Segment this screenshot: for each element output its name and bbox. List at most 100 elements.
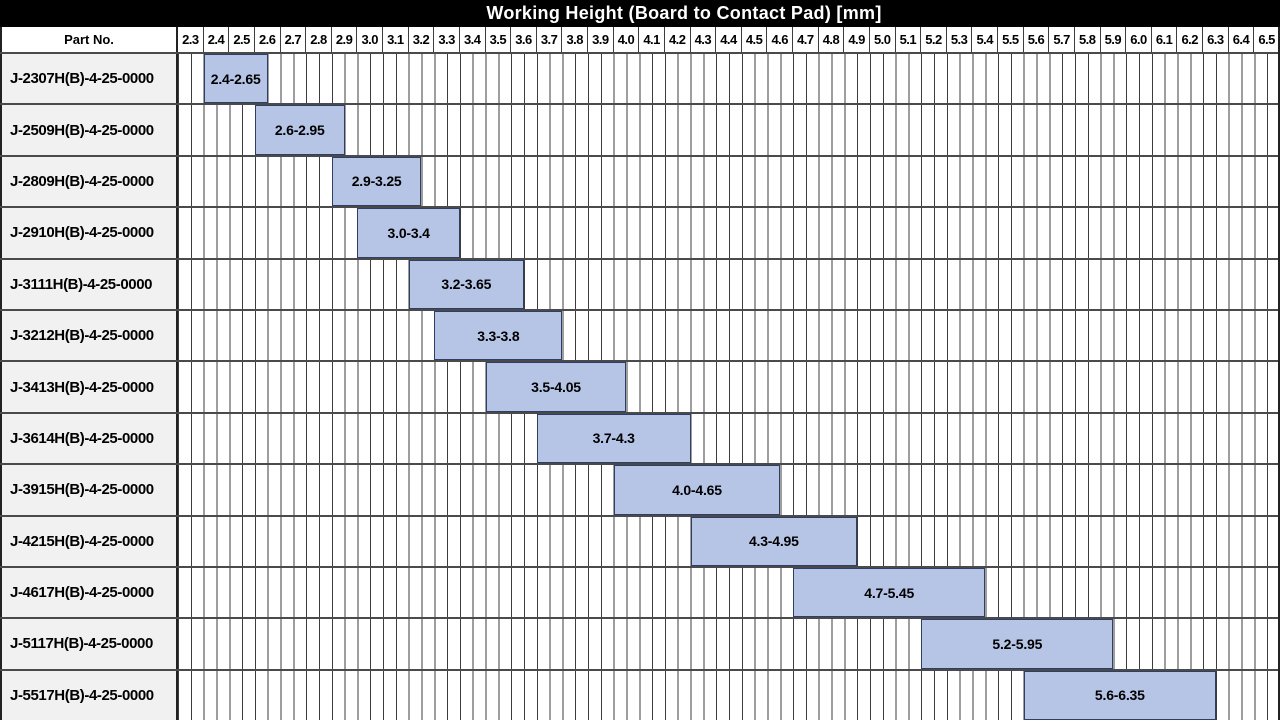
- table-row: J-3915H(B)-4-25-0000 4.0-4.65: [0, 463, 1280, 515]
- range-label: 4.7-5.45: [864, 584, 915, 601]
- row-track: 4.3-4.95: [178, 516, 1280, 566]
- table-row: J-3111H(B)-4-25-0000 3.2-3.65: [0, 257, 1280, 309]
- axis-tick: 4.8: [819, 27, 845, 52]
- table-row: J-4617H(B)-4-25-0000 4.7-5.45: [0, 565, 1280, 618]
- range-bar: 4.7-5.45: [793, 567, 986, 618]
- axis-tick: 2.5: [229, 27, 255, 52]
- table-row: J-3614H(B)-4-25-0000 3.7-4.3: [0, 411, 1280, 464]
- part-number: J-4215H(B)-4-25-0000: [0, 516, 178, 566]
- part-number: J-3413H(B)-4-25-0000: [0, 362, 178, 412]
- axis-tick: 4.1: [639, 27, 665, 52]
- range-bar: 4.0-4.65: [613, 465, 781, 515]
- row-track: 2.6-2.95: [178, 105, 1280, 155]
- axis-ticks: 2.3 2.4 2.5 2.6 2.7 2.8 2.9 3.0 3.1 3.2 3.3 3.4 3.5 3…: [178, 27, 1280, 52]
- axis-tick: 5.2: [921, 27, 947, 52]
- part-number: J-2809H(B)-4-25-0000: [0, 156, 178, 207]
- part-number: J-2910H(B)-4-25-0000: [0, 208, 178, 258]
- range-bar: 2.9-3.25: [331, 156, 422, 207]
- axis-tick: 5.8: [1075, 27, 1101, 52]
- axis-tick: 4.3: [691, 27, 717, 52]
- axis-tick: 5.9: [1101, 27, 1127, 52]
- axis-tick: 6.5: [1254, 27, 1280, 52]
- range-bar: 3.7-4.3: [536, 413, 691, 464]
- chart-title-bar: Working Height (Board to Contact Pad) [m…: [0, 0, 1280, 27]
- part-number: J-4617H(B)-4-25-0000: [0, 567, 178, 618]
- part-number: J-3614H(B)-4-25-0000: [0, 413, 178, 464]
- part-number: J-2307H(B)-4-25-0000: [0, 54, 178, 104]
- axis-tick: 3.7: [537, 27, 563, 52]
- axis-tick: 2.7: [281, 27, 307, 52]
- axis-tick: 5.0: [870, 27, 896, 52]
- range-label: 2.6-2.95: [274, 122, 325, 139]
- range-label: 3.5-4.05: [531, 379, 581, 396]
- range-label: 4.0-4.65: [672, 481, 722, 498]
- range-bar: 2.6-2.95: [254, 105, 345, 155]
- part-number: J-3212H(B)-4-25-0000: [0, 310, 178, 361]
- axis-tick: 3.4: [460, 27, 486, 52]
- range-label: 3.7-4.3: [592, 430, 635, 447]
- row-track: 2.9-3.25: [178, 156, 1280, 207]
- axis-tick: 3.1: [383, 27, 409, 52]
- range-label: 4.3-4.95: [748, 533, 799, 550]
- table-row: J-2307H(B)-4-25-0000 2.4-2.65: [0, 52, 1280, 104]
- axis-tick: 4.4: [716, 27, 742, 52]
- axis-tick: 3.6: [511, 27, 537, 52]
- axis-tick: 6.4: [1229, 27, 1255, 52]
- axis-tick: 2.3: [178, 27, 204, 52]
- axis-tick: 4.2: [665, 27, 691, 52]
- row-track: 5.6-6.35: [178, 670, 1280, 720]
- table-row: J-2910H(B)-4-25-0000 3.0-3.4: [0, 206, 1280, 258]
- row-track: 2.4-2.65: [178, 54, 1280, 104]
- row-track: 4.0-4.65: [178, 465, 1280, 515]
- axis-tick: 3.8: [562, 27, 588, 52]
- table-row: J-3212H(B)-4-25-0000 3.3-3.8: [0, 308, 1280, 361]
- range-bar: 3.5-4.05: [485, 362, 627, 412]
- rows: J-2307H(B)-4-25-0000 2.4-2.65 J-2509H(B)…: [0, 52, 1280, 720]
- table-row: J-5517H(B)-4-25-0000 5.6-6.35: [0, 668, 1280, 720]
- axis-tick: 5.4: [972, 27, 998, 52]
- axis-tick: 4.0: [614, 27, 640, 52]
- table-row: J-2509H(B)-4-25-0000 2.6-2.95: [0, 103, 1280, 155]
- axis-tick: 5.6: [1024, 27, 1050, 52]
- axis-tick: 5.1: [896, 27, 922, 52]
- axis-tick: 3.5: [486, 27, 512, 52]
- axis-tick: 2.6: [255, 27, 281, 52]
- part-number: J-5517H(B)-4-25-0000: [0, 670, 178, 720]
- axis-tick: 5.5: [998, 27, 1024, 52]
- part-number: J-3915H(B)-4-25-0000: [0, 465, 178, 515]
- range-label: 2.4-2.65: [210, 70, 261, 87]
- axis-tick: 4.6: [767, 27, 793, 52]
- range-bar: 2.4-2.65: [203, 54, 268, 104]
- range-bar: 3.0-3.4: [357, 208, 460, 258]
- axis-tick: 6.2: [1177, 27, 1203, 52]
- axis-tick: 6.1: [1152, 27, 1178, 52]
- axis-tick: 3.2: [409, 27, 435, 52]
- row-track: 3.7-4.3: [178, 413, 1280, 464]
- row-track: 3.0-3.4: [178, 208, 1280, 258]
- range-bar: 5.2-5.95: [921, 619, 1114, 669]
- part-number: J-3111H(B)-4-25-0000: [0, 259, 178, 309]
- table-row: J-5117H(B)-4-25-0000 5.2-5.95: [0, 617, 1280, 669]
- axis-tick: 6.3: [1203, 27, 1229, 52]
- range-label: 2.9-3.25: [351, 173, 402, 190]
- axis-header-row: Part No. 2.3 2.4 2.5 2.6 2.7 2.8 2.9 3.0 3.1 3.2 3…: [0, 27, 1280, 52]
- range-label: 5.6-6.35: [1094, 687, 1145, 704]
- range-bar: 5.6-6.35: [1023, 670, 1216, 720]
- part-number: J-5117H(B)-4-25-0000: [0, 619, 178, 669]
- axis-tick: 3.3: [434, 27, 460, 52]
- row-track: 3.2-3.65: [178, 259, 1280, 309]
- part-no-column-header: Part No.: [0, 27, 178, 52]
- table-right-border: [1278, 27, 1280, 720]
- axis-tick: 4.7: [793, 27, 819, 52]
- axis-tick: 2.8: [306, 27, 332, 52]
- axis-tick: 4.5: [742, 27, 768, 52]
- chart-title: Working Height (Board to Contact Pad) [m…: [486, 3, 882, 23]
- axis-tick: 6.0: [1126, 27, 1152, 52]
- table-row: J-2809H(B)-4-25-0000 2.9-3.25: [0, 154, 1280, 207]
- range-label: 3.2-3.65: [441, 276, 492, 293]
- row-track: 5.2-5.95: [178, 619, 1280, 669]
- part-number: J-2509H(B)-4-25-0000: [0, 105, 178, 155]
- range-label: 5.2-5.95: [992, 635, 1043, 652]
- axis-tick: 2.4: [204, 27, 230, 52]
